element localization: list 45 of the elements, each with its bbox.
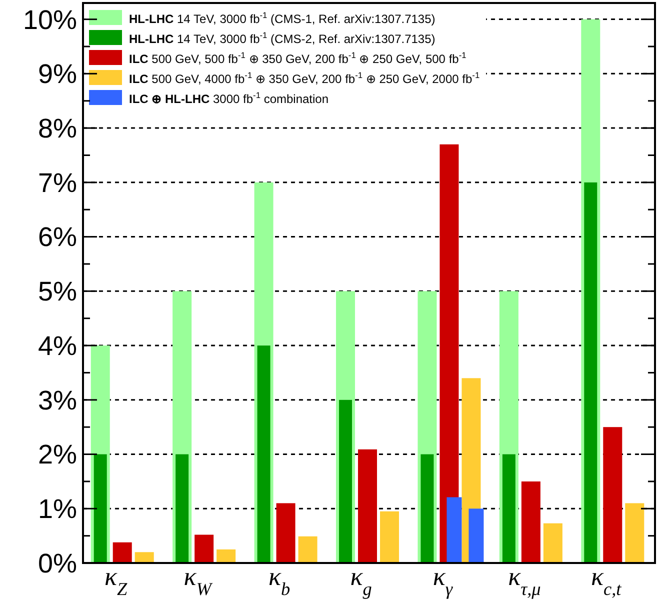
bar [94, 454, 107, 563]
x-tick-label: κ$_{Z}$ [104, 562, 128, 599]
y-tick-label: 5% [38, 276, 77, 307]
x-tick-label: κ$_{c,t}$ [591, 562, 622, 599]
bar [625, 503, 644, 563]
y-tick-label: 7% [38, 168, 77, 198]
legend-label: HL-LHC 14 TeV, 3000 fb$^{-1}$ (CMS-1, Ref. arXiv:1307.7135) [129, 10, 436, 26]
x-tick-label: κ$_{g}$ [350, 562, 372, 599]
y-tick-label: 8% [38, 114, 77, 144]
bar [420, 454, 434, 563]
bar [339, 400, 352, 563]
y-tick-label: 2% [38, 440, 77, 470]
bar [468, 508, 484, 563]
bar [112, 542, 132, 563]
bar [603, 427, 622, 563]
y-tick-label: 9% [38, 59, 77, 90]
legend-label: ILC ⊕ HL-LHC 3000 fb$^{-1}$ combination [129, 90, 329, 106]
bar [176, 454, 189, 563]
bar [358, 449, 377, 563]
bar [276, 503, 296, 563]
bar [440, 144, 459, 563]
bar [446, 497, 462, 563]
bar [502, 454, 516, 563]
x-tick-label: κ$_{b}$ [268, 562, 290, 599]
bar [194, 534, 214, 563]
legend-label: ILC 500 GeV, 4000 fb$^{-1}$ ⊕ 350 GeV, 200 fb$^{-1}$ ⊕ 250 GeV, 2000 fb$^{-1}$ [129, 70, 480, 86]
bar [380, 511, 399, 563]
bar [134, 552, 154, 563]
bar [584, 182, 598, 563]
bar [216, 549, 236, 563]
y-tick-label: 4% [38, 330, 77, 361]
x-tick-label: κ$_{τ,μ}$ [508, 562, 541, 599]
legend-label: ILC 500 GeV, 500 fb$^{-1}$ ⊕ 350 GeV, 200 fb$^{-1}$ ⊕ 250 GeV, 500 fb$^{-1}$ [129, 50, 467, 66]
y-tick-label: 1% [38, 494, 77, 524]
bar [543, 523, 562, 563]
x-tick-label: κ$_{γ}$ [432, 562, 454, 599]
bar [298, 536, 318, 563]
y-tick-label: 0% [38, 548, 77, 578]
bar [521, 481, 540, 563]
y-tick-label: 3% [38, 385, 77, 416]
x-tick-label: κ$_{W}$ [184, 562, 214, 599]
legend-label: HL-LHC 14 TeV, 3000 fb$^{-1}$ (CMS-2, Ref. arXiv:1307.7135) [129, 30, 436, 46]
y-tick-label: 10% [22, 4, 77, 35]
y-tick-label: 6% [38, 222, 77, 252]
bar [257, 346, 270, 563]
